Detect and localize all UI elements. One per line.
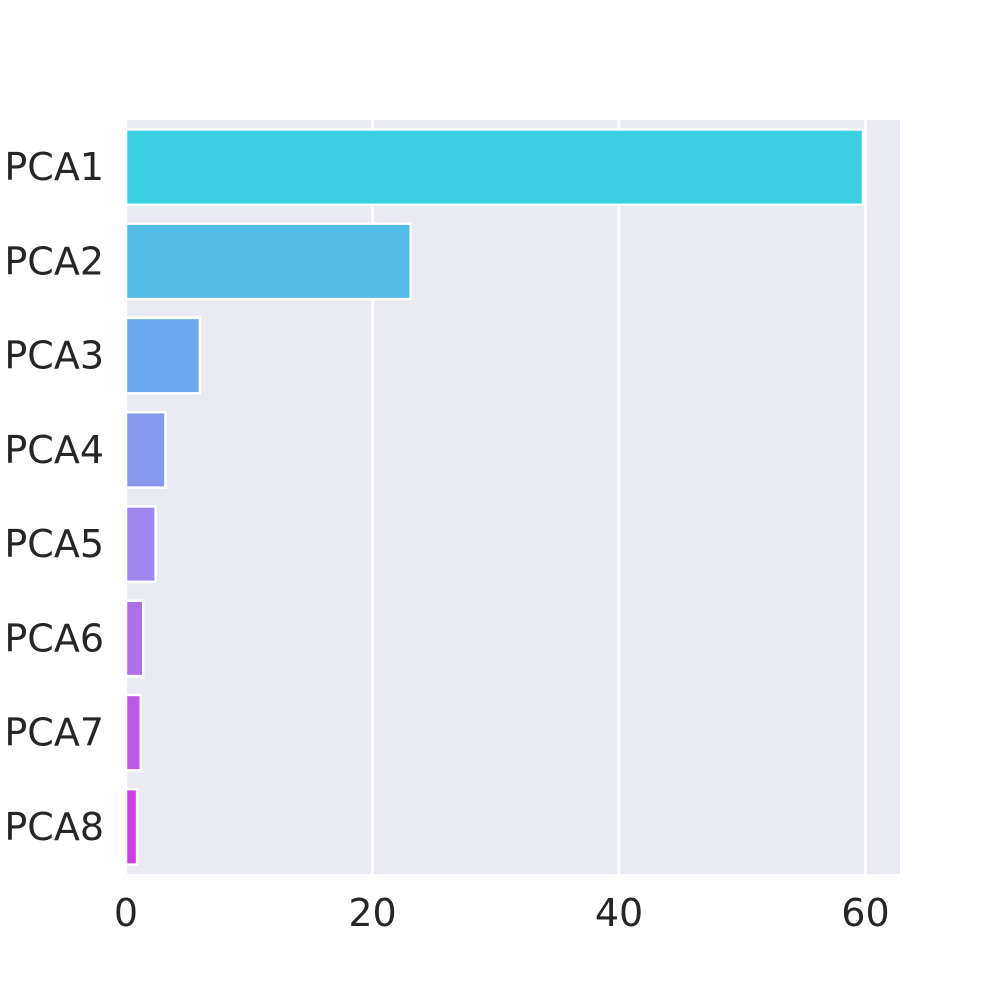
bar-pca4 <box>124 410 167 489</box>
y-tick-label-pca1: PCA1 <box>4 145 104 189</box>
bar-pca5 <box>124 505 157 584</box>
bar-pca8 <box>124 787 139 866</box>
x-tick-label-60: 60 <box>841 891 889 935</box>
y-tick-label-pca6: PCA6 <box>4 616 104 660</box>
y-axis-tick-labels: PCA1 PCA2 PCA3 PCA4 PCA5 PCA6 PCA7 PCA8 <box>4 145 104 849</box>
y-tick-label-pca2: PCA2 <box>4 239 104 283</box>
bar-pca7 <box>124 693 143 772</box>
bar-pca3 <box>124 316 202 395</box>
y-tick-label-pca3: PCA3 <box>4 334 104 378</box>
x-tick-label-40: 40 <box>595 891 643 935</box>
x-axis-tick-labels: 0 20 40 60 <box>114 891 890 935</box>
x-tick-label-20: 20 <box>348 891 396 935</box>
bars <box>124 128 865 866</box>
x-tick-label-0: 0 <box>114 891 138 935</box>
bar-pca6 <box>124 599 145 678</box>
y-tick-label-pca7: PCA7 <box>4 711 104 755</box>
y-tick-label-pca8: PCA8 <box>4 805 104 849</box>
y-tick-label-pca5: PCA5 <box>4 522 104 566</box>
bar-pca1 <box>124 128 865 207</box>
bar-pca2 <box>124 222 412 301</box>
y-tick-label-pca4: PCA4 <box>4 428 104 472</box>
